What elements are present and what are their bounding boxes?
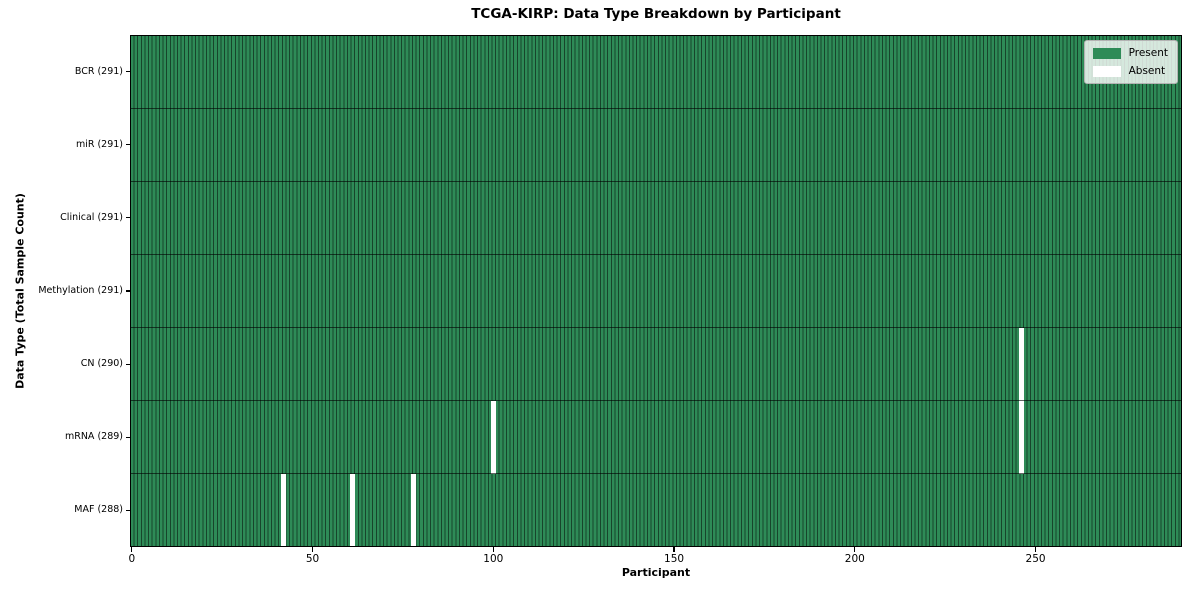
y-tick-label: MAF (288)	[74, 504, 123, 516]
x-tick-label: 0	[128, 553, 136, 565]
absent-bar	[490, 400, 496, 474]
y-tick-label: Methylation (291)	[38, 285, 123, 296]
row-divider	[130, 253, 1182, 256]
y-tick-mark	[125, 144, 130, 146]
x-tick-label: 200	[844, 553, 865, 565]
x-tick-label: 50	[305, 553, 320, 565]
absent-bar	[411, 473, 417, 547]
y-tick-mark	[125, 217, 130, 219]
x-axis-label: Participant	[621, 566, 691, 579]
legend: Present Absent	[1083, 40, 1178, 84]
absent-bar	[349, 473, 355, 547]
x-tick-mark	[131, 547, 133, 552]
x-tick-label: 150	[664, 553, 685, 565]
absent-bar	[1018, 327, 1024, 401]
absent-bar	[1018, 400, 1024, 474]
x-tick-mark	[492, 547, 494, 552]
x-tick-mark	[1034, 547, 1037, 552]
legend-label: Absent	[1128, 65, 1166, 77]
y-tick-label: Clinical (291)	[60, 211, 123, 223]
y-tick-label: CN (290)	[80, 358, 123, 370]
plot-area: Present Absent BCR (291) miR (291) Clinical…	[38, 35, 1182, 565]
row-divider	[130, 400, 1182, 402]
y-tick-label: mRNA (289)	[64, 431, 123, 443]
row-divider	[130, 180, 1182, 182]
x-tick-label: 250	[1025, 553, 1046, 565]
y-tick-mark	[125, 363, 130, 365]
legend-swatch-present	[1092, 47, 1121, 59]
y-tick-mark	[125, 70, 130, 73]
y-tick-mark	[125, 290, 130, 292]
x-tick-mark	[673, 547, 675, 552]
chart-title: TCGA-KIRP: Data Type Breakdown by Partic…	[471, 6, 841, 22]
y-tick-label: BCR (291)	[74, 65, 123, 77]
legend-swatch-absent	[1092, 65, 1121, 77]
legend-label: Present	[1128, 47, 1168, 59]
absent-bar	[281, 473, 287, 547]
plot-border	[130, 35, 1182, 547]
legend-entry: Absent	[1092, 65, 1168, 77]
row-divider	[130, 326, 1182, 329]
row-divider	[130, 473, 1182, 475]
y-tick-mark	[125, 436, 130, 438]
y-tick-mark	[125, 509, 130, 512]
legend-entry: Present	[1092, 47, 1168, 59]
y-tick-label: miR (291)	[75, 138, 123, 150]
row-divider	[130, 107, 1182, 109]
y-axis-label: Data Type (Total Sample Count)	[13, 193, 27, 389]
x-tick-label: 100	[483, 553, 504, 565]
x-tick-mark	[854, 547, 856, 552]
x-tick-mark	[311, 547, 314, 552]
